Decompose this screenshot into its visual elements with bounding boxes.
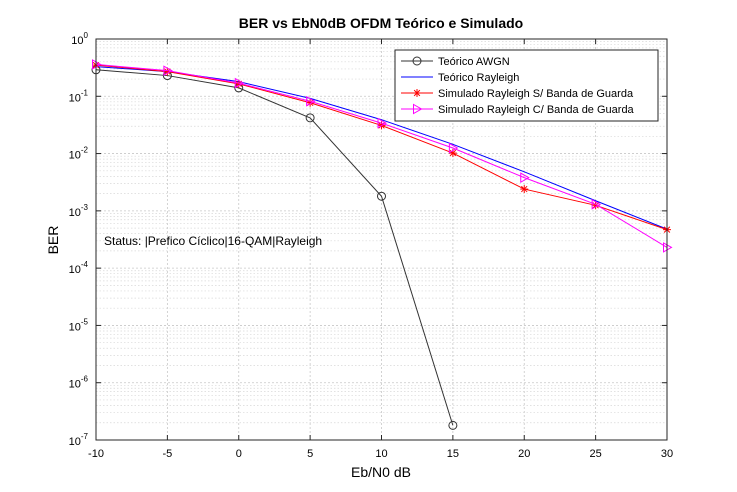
x-tick-label: -10 [88,448,104,460]
x-axis-ticks: -10 -5 0 5 10 15 20 25 30 [88,39,673,460]
y-tick-label: 10-7 [69,432,89,448]
series-line [95,63,668,248]
legend-entry-4: Simulado Rayleigh C/ Banda de Guarda [401,103,635,116]
data-point [163,65,173,77]
data-point [377,191,386,201]
legend-box [394,49,659,122]
x-tick-label: 0 [236,448,242,460]
data-point [305,113,315,123]
x-tick-label: 5 [307,448,313,460]
data-point [520,185,529,194]
legend-entry-1: Teórico AWGN [401,56,510,68]
x-tick-label: 15 [447,448,459,460]
legend-label: Simulado Rayleigh C/ Banda de Guarda [438,104,635,116]
series-line [95,69,454,426]
x-tick-label: 20 [518,448,530,460]
data-point [591,198,602,210]
x-tick-label: -5 [162,448,172,460]
x-tick-label: 25 [590,448,602,460]
y-tick-label: 100 [71,31,88,47]
data-point [234,77,245,89]
data-point [413,103,423,115]
point-stroke [521,185,528,193]
data-point [413,89,421,97]
legend-entry-3: Simulado Rayleigh S/ Banda de Guarda [401,88,634,100]
y-tick-label: 10-3 [69,203,89,219]
data-point [448,142,459,154]
x-axis-label: Eb/N0 dB [351,464,411,480]
y-tick-label: 10-1 [69,88,89,104]
legend-label: Simulado Rayleigh S/ Banda de Guarda [438,88,634,100]
legend-label: Teórico AWGN [438,56,510,68]
legend-label: Teórico Rayleigh [438,72,519,84]
x-tick-label: 10 [375,448,387,460]
y-tick-label: 10-6 [69,375,89,391]
data-point [412,56,422,66]
point-stroke [413,89,421,97]
y-axis-label: BER [45,226,61,255]
major-grid [96,39,667,440]
y-tick-label: 10-2 [69,146,89,162]
status-annotation: Status: |Prefico Cíclico|16-QAM|Rayleigh [104,234,322,248]
data-point [306,95,316,107]
y-axis-ticks: 10-7 10-6 10-5 10-4 10-3 10-2 10-1 100 [69,31,667,448]
legend: Teórico AWGN Teórico Rayleigh Simulado Ray… [394,49,659,122]
point-stroke [449,149,457,157]
data-point [377,117,388,129]
minor-grid [96,41,667,424]
y-tick-label: 10-4 [69,260,89,276]
data-point [448,420,458,430]
legend-entry-2: Teórico Rayleigh [401,72,519,84]
x-tick-label: 30 [661,448,673,460]
series-4 [92,59,673,253]
y-tick-label: 10-5 [69,317,89,333]
data-point [520,172,530,183]
chart-title: BER vs EbN0dB OFDM Teórico e Simulado [239,15,523,31]
